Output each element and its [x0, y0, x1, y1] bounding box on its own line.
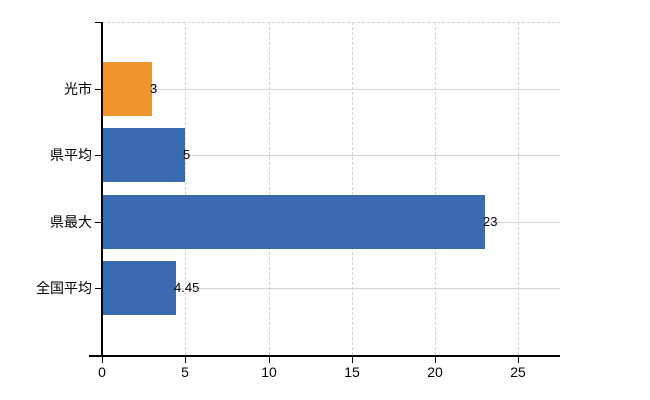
y-axis-category-label: 県平均 [50, 147, 92, 163]
horizontal-gridline [102, 89, 560, 90]
y-axis-tick [95, 288, 102, 289]
vertical-gridline [269, 22, 270, 355]
horizontal-gridline [102, 288, 560, 289]
bar [102, 261, 176, 315]
x-axis-tick [185, 357, 186, 363]
bar [102, 62, 152, 116]
y-axis-tick [95, 222, 102, 223]
x-axis-tick-label: 20 [427, 364, 443, 380]
x-axis-tick-label: 5 [181, 364, 189, 380]
x-axis-tick [269, 357, 270, 363]
bar [102, 128, 185, 182]
bar [102, 195, 485, 249]
y-axis-top-tick [95, 22, 102, 23]
bar-value-label: 23 [483, 214, 498, 229]
vertical-gridline [352, 22, 353, 355]
x-axis-tick-label: 25 [510, 364, 526, 380]
x-axis-tick [352, 357, 353, 363]
vertical-gridline [185, 22, 186, 355]
x-axis-line [89, 355, 560, 357]
x-axis-tick-label: 10 [261, 364, 277, 380]
y-axis-tick [95, 155, 102, 156]
plot-top-border [102, 22, 560, 23]
x-axis-tick [102, 357, 103, 363]
y-axis-line [101, 22, 103, 355]
horizontal-gridline [102, 155, 560, 156]
x-axis-tick [518, 357, 519, 363]
vertical-gridline [518, 22, 519, 355]
y-axis-category-label: 光市 [64, 81, 92, 97]
y-axis-category-label: 全国平均 [36, 280, 92, 296]
vertical-gridline [435, 22, 436, 355]
bar-value-label: 3 [150, 81, 158, 96]
y-axis-category-label: 県最大 [50, 214, 92, 230]
bar-value-label: 4.45 [174, 280, 200, 295]
y-axis-tick [95, 89, 102, 90]
bar-value-label: 5 [183, 147, 191, 162]
x-axis-tick-label: 15 [344, 364, 360, 380]
x-axis-tick [435, 357, 436, 363]
x-axis-tick-label: 0 [98, 364, 106, 380]
